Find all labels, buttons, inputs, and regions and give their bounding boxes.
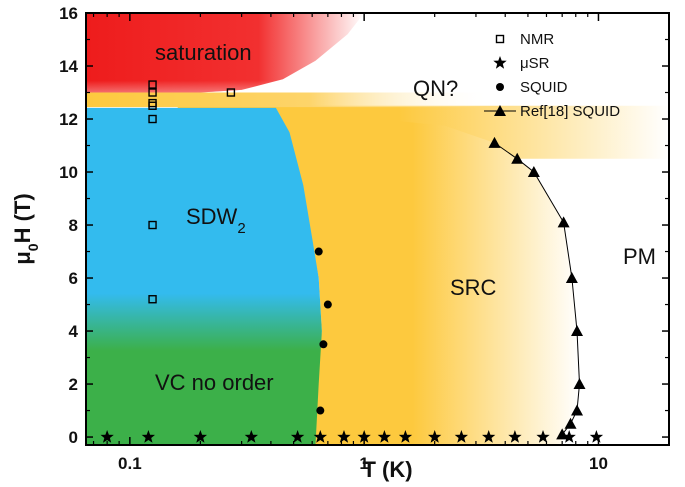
-sr-point — [562, 430, 576, 443]
y-tick-label: 10 — [59, 163, 78, 182]
region-sdw2-and-vc — [86, 107, 322, 445]
y-tick-label: 14 — [59, 57, 78, 76]
-sr-point — [337, 430, 351, 443]
axes: 0 2 4 6 8 10 12 14 16 0.1 1 10 T (K) μ0H (T) — [10, 4, 670, 482]
y-tick-label: 12 — [59, 110, 78, 129]
region-label-pm: PM — [623, 244, 656, 269]
x-tick-label: 1 — [359, 454, 368, 473]
legend-marker — [493, 56, 507, 69]
y-tick-label: 6 — [69, 269, 78, 288]
plot-frame — [85, 12, 670, 446]
region-label-sdw: SDW2 — [186, 204, 246, 237]
y-tick-label: 8 — [69, 216, 78, 235]
region-label-saturation: saturation — [155, 40, 252, 65]
squid-point — [323, 300, 332, 309]
-sr-point — [100, 430, 114, 443]
-sr-point — [428, 430, 442, 443]
ref-18-squid-point — [511, 152, 524, 164]
y-tick-label: 0 — [69, 428, 78, 447]
ref-18-squid-point — [564, 417, 577, 429]
nmr-point — [148, 114, 157, 124]
-sr-point — [244, 430, 258, 443]
y-tick-label: 2 — [69, 375, 78, 394]
-sr-point — [313, 430, 327, 443]
-sr-point — [482, 430, 496, 443]
-sr-point — [377, 430, 391, 443]
nmr-point — [226, 88, 236, 97]
-sr-point — [290, 430, 305, 443]
nmr-point — [148, 295, 157, 304]
x-axis-label: T (K) — [362, 457, 412, 482]
legend-label: μSR — [520, 55, 550, 72]
y-tick-label: 16 — [59, 4, 78, 23]
region-label-src: SRC — [450, 275, 497, 300]
-sr-point — [398, 430, 413, 443]
legend-label: NMR — [520, 31, 554, 48]
phase-regions — [86, 13, 669, 445]
-sr-point — [536, 430, 550, 443]
x-tick-label: 10 — [589, 454, 608, 473]
nmr-point — [148, 98, 157, 108]
squid-point — [314, 247, 323, 256]
region-labels: saturation QN? SDW2 SRC VC no order PM — [155, 40, 656, 395]
-sr-point — [357, 430, 371, 443]
-sr-point — [193, 430, 207, 443]
legend: NMR μSR SQUID Ref[18] SQUID — [484, 31, 620, 120]
-sr-point — [508, 430, 522, 443]
-sr-point — [141, 430, 155, 443]
region-label-vc-no-order: VC no order — [155, 370, 274, 395]
legend-marker — [495, 34, 505, 44]
-sr-point — [454, 430, 468, 443]
ref18-squid-line — [494, 142, 581, 435]
squid-point — [316, 406, 325, 415]
legend-label: Ref[18] SQUID — [520, 103, 620, 120]
-sr-point — [589, 430, 604, 443]
ref-18-squid-point — [573, 378, 586, 390]
squid-point — [319, 340, 328, 349]
ref-18-squid-point — [571, 404, 584, 416]
nmr-point — [148, 88, 157, 97]
legend-marker — [494, 105, 506, 116]
nmr-point — [148, 220, 157, 230]
ref-18-squid-point — [488, 136, 501, 148]
region-label-qn-: QN? — [413, 76, 458, 101]
ref-18-squid-point — [571, 325, 584, 337]
legend-marker — [496, 83, 504, 91]
nmr-point — [148, 80, 157, 89]
ref-18-squid-point — [565, 272, 578, 284]
y-tick-label: 4 — [69, 322, 79, 341]
region-saturation-shade — [86, 13, 365, 93]
ref-18-squid-point — [557, 216, 570, 228]
legend-label: SQUID — [520, 79, 568, 96]
data-marks — [100, 80, 604, 443]
region-src — [275, 108, 580, 445]
region-transition-band — [86, 92, 492, 108]
ref-18-squid-point — [556, 428, 569, 440]
x-tick-label: 0.1 — [118, 454, 142, 473]
ref-18-squid-point — [527, 166, 540, 178]
y-axis-label: μ0H (T) — [10, 193, 41, 264]
